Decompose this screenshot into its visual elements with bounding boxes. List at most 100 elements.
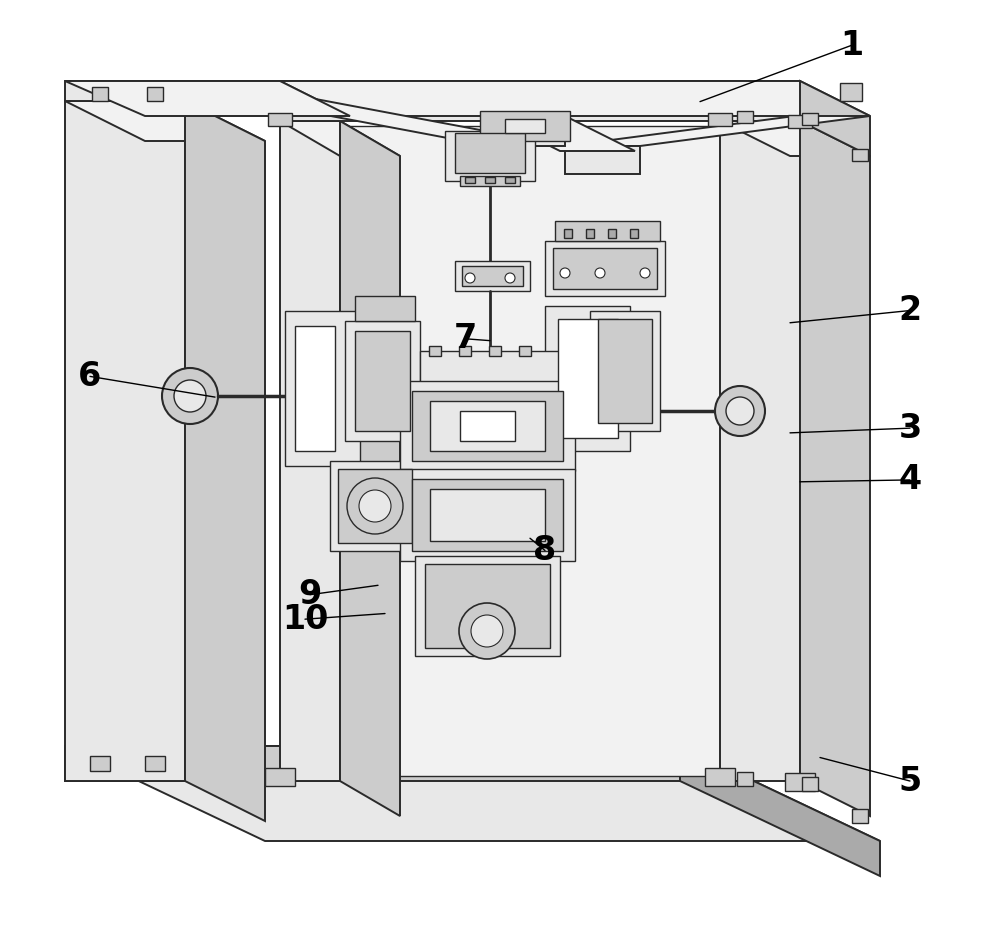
Polygon shape: [708, 113, 732, 126]
Polygon shape: [462, 266, 523, 286]
Polygon shape: [330, 461, 420, 551]
Polygon shape: [598, 319, 652, 423]
Polygon shape: [840, 83, 862, 101]
Polygon shape: [705, 768, 735, 786]
Polygon shape: [802, 777, 818, 791]
Polygon shape: [608, 229, 616, 238]
Polygon shape: [280, 121, 340, 781]
Polygon shape: [340, 126, 720, 776]
Polygon shape: [65, 101, 265, 141]
Text: 7: 7: [453, 322, 477, 356]
Polygon shape: [65, 81, 350, 116]
Polygon shape: [345, 321, 420, 441]
Polygon shape: [430, 401, 545, 451]
Polygon shape: [280, 121, 400, 156]
Circle shape: [347, 478, 403, 534]
Polygon shape: [565, 116, 870, 146]
Text: 1: 1: [840, 28, 864, 62]
Polygon shape: [737, 772, 753, 786]
Circle shape: [560, 268, 570, 278]
Polygon shape: [185, 101, 265, 821]
Polygon shape: [680, 746, 880, 876]
Circle shape: [459, 603, 515, 659]
Polygon shape: [92, 87, 108, 101]
Polygon shape: [455, 133, 525, 173]
Polygon shape: [65, 746, 680, 781]
Polygon shape: [280, 81, 870, 116]
Polygon shape: [147, 87, 163, 101]
Polygon shape: [564, 229, 572, 238]
Polygon shape: [590, 311, 660, 431]
Polygon shape: [737, 111, 753, 123]
Polygon shape: [430, 489, 545, 541]
Polygon shape: [485, 177, 495, 183]
Text: 2: 2: [898, 294, 922, 327]
Polygon shape: [800, 81, 870, 156]
Text: 6: 6: [78, 359, 102, 393]
Polygon shape: [720, 121, 800, 781]
Polygon shape: [145, 81, 565, 146]
Polygon shape: [445, 131, 535, 181]
Polygon shape: [145, 81, 220, 106]
Polygon shape: [295, 326, 335, 451]
Polygon shape: [505, 177, 515, 183]
Circle shape: [359, 490, 391, 522]
Polygon shape: [852, 149, 868, 161]
Polygon shape: [465, 177, 475, 183]
Text: 4: 4: [898, 463, 922, 497]
Text: 3: 3: [898, 411, 922, 445]
Polygon shape: [586, 229, 594, 238]
Circle shape: [595, 268, 605, 278]
Polygon shape: [558, 319, 618, 438]
Polygon shape: [65, 101, 185, 781]
Polygon shape: [800, 121, 870, 816]
Polygon shape: [785, 773, 815, 791]
Polygon shape: [545, 241, 665, 296]
Polygon shape: [429, 346, 441, 356]
Circle shape: [465, 273, 475, 283]
Polygon shape: [455, 261, 530, 291]
Polygon shape: [490, 116, 565, 146]
Text: 8: 8: [533, 534, 557, 567]
Polygon shape: [400, 469, 575, 561]
Polygon shape: [65, 81, 280, 101]
Polygon shape: [519, 346, 531, 356]
Text: 9: 9: [298, 578, 322, 612]
Polygon shape: [268, 113, 292, 126]
Circle shape: [726, 397, 754, 425]
Text: 5: 5: [898, 764, 922, 798]
Polygon shape: [852, 809, 868, 823]
Polygon shape: [460, 176, 520, 186]
Polygon shape: [340, 121, 400, 816]
Polygon shape: [490, 116, 635, 151]
Polygon shape: [505, 119, 545, 133]
Polygon shape: [355, 331, 410, 431]
Polygon shape: [802, 113, 818, 125]
Polygon shape: [788, 115, 812, 128]
Polygon shape: [412, 479, 563, 551]
Polygon shape: [338, 469, 412, 543]
Polygon shape: [90, 756, 110, 771]
Circle shape: [471, 615, 503, 647]
Polygon shape: [460, 411, 515, 441]
Polygon shape: [545, 306, 630, 451]
Polygon shape: [425, 564, 550, 648]
Polygon shape: [555, 221, 660, 241]
Polygon shape: [415, 556, 560, 656]
Circle shape: [162, 368, 218, 424]
Polygon shape: [420, 351, 560, 386]
Polygon shape: [280, 81, 800, 121]
Circle shape: [640, 268, 650, 278]
Polygon shape: [553, 248, 657, 289]
Polygon shape: [489, 346, 501, 356]
Polygon shape: [480, 111, 570, 141]
Polygon shape: [355, 296, 415, 321]
Polygon shape: [400, 381, 575, 471]
Polygon shape: [412, 391, 563, 461]
Circle shape: [505, 273, 515, 283]
Polygon shape: [565, 146, 640, 174]
Polygon shape: [145, 756, 165, 771]
Text: 10: 10: [282, 602, 328, 636]
Polygon shape: [285, 311, 360, 466]
Circle shape: [174, 380, 206, 412]
